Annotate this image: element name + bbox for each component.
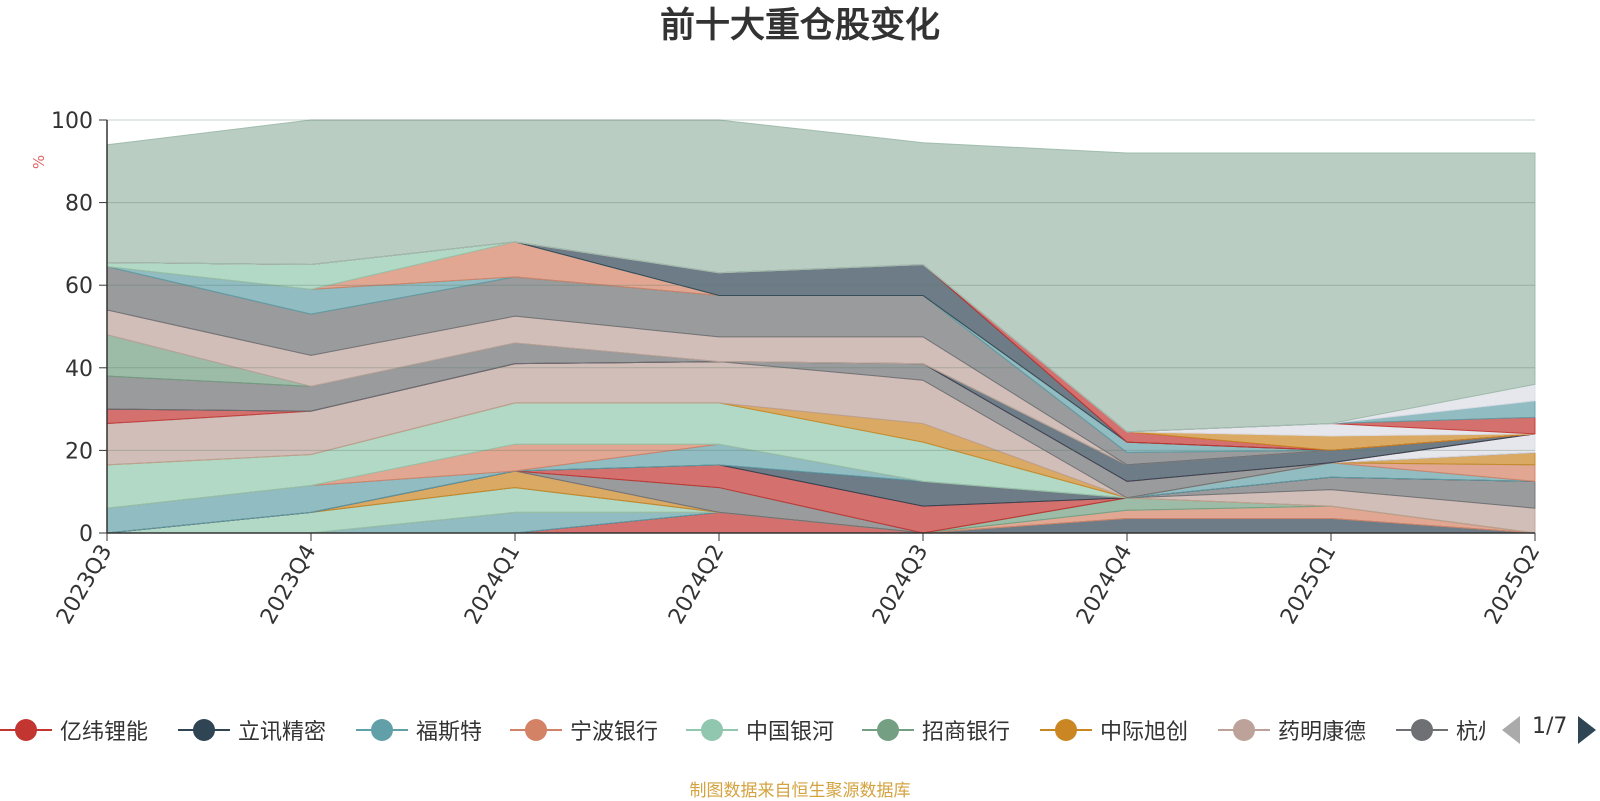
- legend-item[interactable]: 招商银行: [862, 710, 1010, 750]
- legend-label: 亿纬锂能: [60, 720, 149, 745]
- x-tick-label: 2023Q3: [52, 541, 117, 629]
- gridlines: [107, 119, 1535, 451]
- legend-item[interactable]: 亿纬锂能: [0, 710, 148, 750]
- x-tick-label: 2025Q1: [1276, 541, 1341, 629]
- y-tick-label: 80: [65, 192, 93, 217]
- y-tick-label: 60: [65, 274, 93, 299]
- y-tick-label: 20: [65, 439, 93, 464]
- legend-item[interactable]: 杭州银行: [1396, 710, 1485, 750]
- legend-label: 杭州银行: [1456, 720, 1485, 745]
- area-series-layer: [106, 119, 1536, 534]
- legend-marker-icon: [1396, 719, 1448, 741]
- legend-label: 宁波银行: [570, 720, 659, 745]
- legend-prev-icon[interactable]: [1500, 710, 1526, 750]
- legend-marker-icon: [510, 719, 562, 741]
- y-tick-label: 0: [79, 522, 93, 547]
- x-tick-label: 2023Q4: [256, 541, 321, 629]
- legend-next-icon[interactable]: [1574, 710, 1600, 750]
- legend-label: 立讯精密: [238, 720, 327, 745]
- legend-item[interactable]: 福斯特: [356, 710, 482, 750]
- legend-item[interactable]: 中国银河: [686, 710, 834, 750]
- y-tick-label: 100: [51, 109, 93, 134]
- legend: 亿纬锂能 立讯精密 福斯特 宁波银行 中国银河 招商银行 中际旭创 药明康德 杭州银行: [0, 710, 1485, 750]
- legend-label: 招商银行: [922, 720, 1011, 745]
- legend-label: 中际旭创: [1100, 720, 1189, 745]
- legend-item[interactable]: 中际旭创: [1040, 710, 1188, 750]
- x-tick-label: 2024Q3: [868, 541, 933, 629]
- legend-marker-icon: [1218, 719, 1270, 741]
- legend-label: 福斯特: [416, 720, 483, 745]
- x-tick-label: 2025Q2: [1480, 541, 1545, 629]
- x-tick-label: 2024Q2: [664, 541, 729, 629]
- y-tick-label: 40: [65, 357, 93, 382]
- area-chart: 0 20 40 60 80 100% 2023Q3 2023Q4 2024Q1 2024Q2 202…: [30, 109, 1545, 629]
- legend-page-indicator: 1/7: [1532, 714, 1568, 739]
- chart-title: 前十大重仓股变化: [659, 6, 940, 46]
- legend-marker-icon: [0, 719, 52, 741]
- legend-marker-icon: [1040, 719, 1092, 741]
- area-series-35: [106, 119, 1536, 433]
- legend-pager: 1/7: [1500, 710, 1600, 750]
- y-axis-label: %: [30, 155, 48, 169]
- legend-item[interactable]: 立讯精密: [178, 710, 326, 750]
- legend-marker-icon: [862, 719, 914, 741]
- legend-label: 药明康德: [1278, 720, 1367, 745]
- x-tick-label: 2024Q4: [1072, 541, 1137, 629]
- legend-label: 中国银河: [746, 720, 835, 745]
- source-note: 制图数据来自恒生聚源数据库: [689, 781, 911, 801]
- legend-marker-icon: [356, 719, 408, 741]
- x-tick-label: 2024Q1: [460, 541, 525, 629]
- legend-item[interactable]: 药明康德: [1218, 710, 1366, 750]
- legend-marker-icon: [178, 719, 230, 741]
- legend-marker-icon: [686, 719, 738, 741]
- legend-item[interactable]: 宁波银行: [510, 710, 658, 750]
